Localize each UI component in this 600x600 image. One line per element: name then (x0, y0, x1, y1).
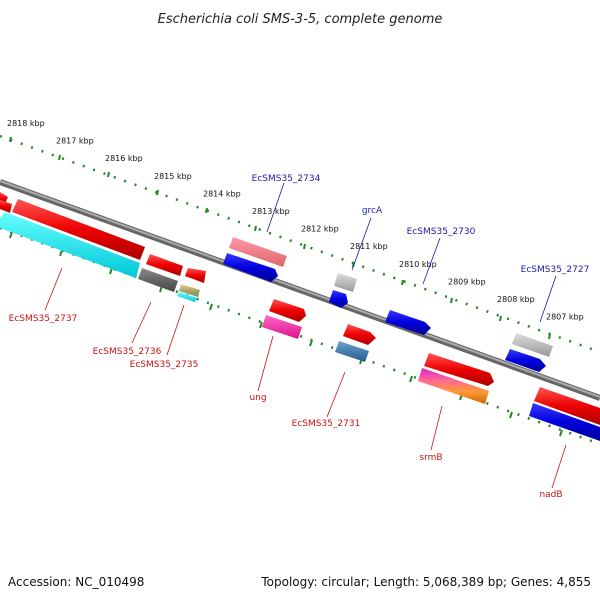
gene-arrow-EcSMS35_2730[interactable] (385, 310, 431, 335)
tick-label: 2807 kbp (546, 313, 584, 322)
accession-text: Accession: NC_010498 (8, 575, 144, 589)
gene-arrow-red-2735a[interactable] (185, 268, 206, 283)
major-ticks (9, 136, 563, 437)
map-title: Escherichia coli SMS-3-5, complete genom… (158, 12, 443, 27)
tick-label: 2811 kbp (350, 242, 388, 251)
gene-arrow-EcSMS35_2731[interactable] (335, 341, 369, 362)
tick-label: 2816 kbp (105, 154, 143, 163)
label-EcSMS35_2737[interactable]: EcSMS35_2737 (9, 314, 78, 324)
label-grcA[interactable]: grcA (362, 206, 383, 216)
tick-label: 2810 kbp (399, 260, 437, 269)
gene-arrow-red-nadB[interactable] (534, 387, 600, 425)
label-EcSMS35_2736[interactable]: EcSMS35_2736 (93, 347, 162, 357)
genes (0, 192, 600, 441)
gene-arrow-grcA[interactable] (334, 273, 357, 292)
gene-arrow-red-2731[interactable] (343, 324, 376, 345)
label-EcSMS35_2727[interactable]: EcSMS35_2727 (521, 265, 590, 275)
tick-label: 2814 kbp (203, 189, 241, 198)
label-EcSMS35_2734[interactable]: EcSMS35_2734 (252, 174, 321, 184)
gene-arrow-red-2736a[interactable] (146, 254, 183, 276)
label-nadB[interactable]: nadB (539, 490, 562, 500)
gene-arrow-red-ung[interactable] (269, 299, 306, 322)
gene-arrow-nadB[interactable] (529, 403, 600, 441)
gene-arrow-blue-2734b[interactable] (223, 253, 278, 282)
label-EcSMS35_2730[interactable]: EcSMS35_2730 (407, 227, 476, 237)
label-EcSMS35_2731[interactable]: EcSMS35_2731 (292, 419, 361, 429)
gene-arrow-EcSMS35_2727[interactable] (512, 333, 553, 357)
top-labels: EcSMS35_2734 grcA EcSMS35_2730 EcSMS35_2… (252, 174, 590, 275)
gene-arrow-EcSMS35_2734[interactable] (229, 237, 287, 267)
tick-label: 2809 kbp (448, 277, 486, 286)
tick-label: 2815 kbp (154, 172, 192, 181)
topology-text: Topology: circular; Length: 5,068,389 bp… (260, 575, 591, 589)
bottom-labels: EcSMS35_2737 EcSMS35_2736 EcSMS35_2735 u… (9, 314, 563, 500)
tick-label: 2813 kbp (252, 207, 290, 216)
gene-arrow-cyan-small[interactable] (177, 292, 197, 302)
top-label-leaders (266, 182, 557, 323)
gene-arrow-blue-grcA[interactable] (329, 290, 348, 308)
tick-label: 2817 kbp (56, 137, 94, 146)
gene-arrow-EcSMS35_2735[interactable] (179, 284, 200, 297)
gene-arrow-EcSMS35_2736[interactable] (138, 268, 178, 292)
label-ung[interactable]: ung (249, 393, 266, 403)
gene-arrow-EcSMS35_2737[interactable] (0, 212, 140, 278)
tick-label: 2818 kbp (7, 119, 45, 128)
gene-arrow-red-srmB[interactable] (424, 353, 494, 386)
gene-arrow-blue-2727b[interactable] (505, 349, 546, 372)
tick-labels: 2818 kbp 2817 kbp 2816 kbp 2815 kbp 2814 kbp… (7, 119, 584, 322)
label-srmB[interactable]: srmB (419, 453, 442, 463)
gene-arrow-ung[interactable] (262, 315, 302, 339)
tick-label: 2812 kbp (301, 225, 339, 234)
gene-arrow-EcSMS35_2737-red[interactable] (12, 199, 145, 260)
bottom-label-leaders (44, 267, 567, 489)
gene-arrow-srmB[interactable] (418, 368, 489, 404)
gene-arrow-EcSMS35_2738-partial[interactable] (0, 200, 12, 213)
label-EcSMS35_2735[interactable]: EcSMS35_2735 (130, 360, 199, 370)
tick-label: 2808 kbp (497, 295, 535, 304)
backbone (0, 179, 600, 401)
